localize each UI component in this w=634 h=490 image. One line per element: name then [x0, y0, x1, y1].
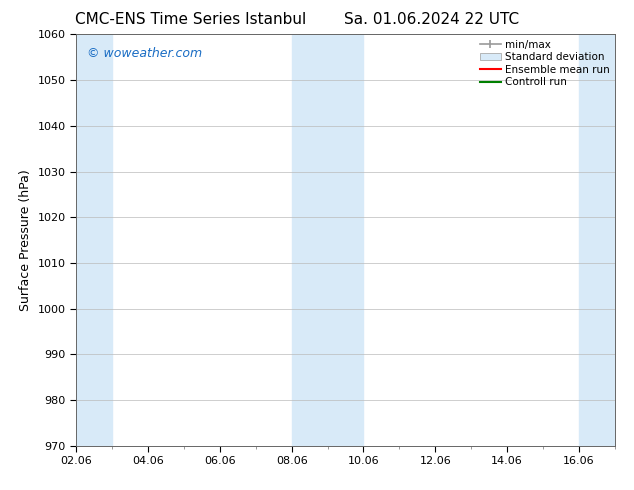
Text: CMC-ENS Time Series Istanbul: CMC-ENS Time Series Istanbul: [75, 12, 306, 27]
Text: © woweather.com: © woweather.com: [87, 47, 202, 60]
Bar: [292, 34, 363, 446]
Y-axis label: Surface Pressure (hPa): Surface Pressure (hPa): [19, 169, 32, 311]
Legend: min/max, Standard deviation, Ensemble mean run, Controll run: min/max, Standard deviation, Ensemble me…: [478, 37, 612, 89]
Bar: [579, 34, 615, 446]
Bar: [76, 34, 112, 446]
Text: Sa. 01.06.2024 22 UTC: Sa. 01.06.2024 22 UTC: [344, 12, 519, 27]
